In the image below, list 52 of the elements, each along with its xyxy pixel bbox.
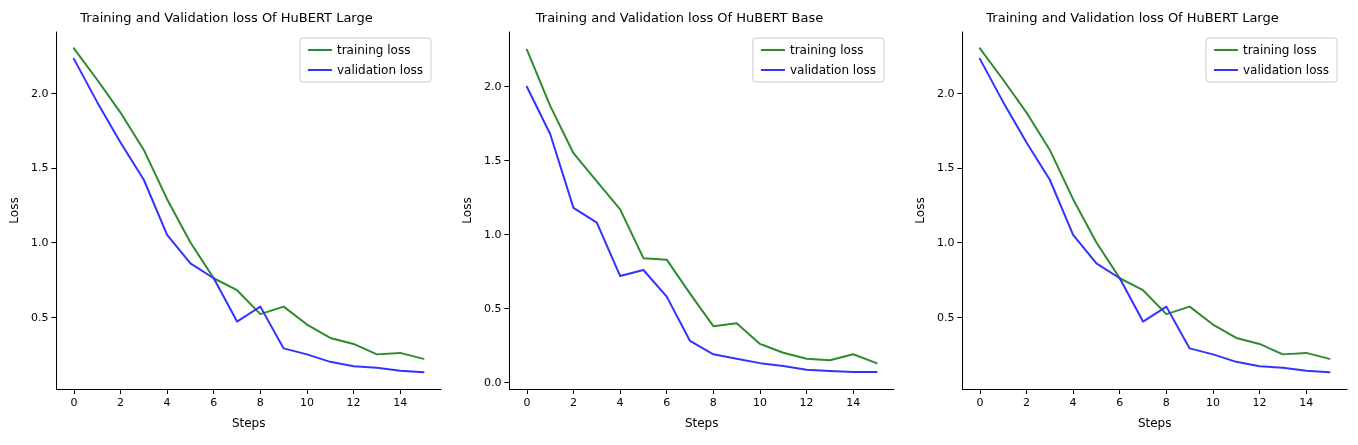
x-tick-label: 4 [1069,396,1077,409]
y-tick-label: 0.5 [936,310,955,324]
x-axis-title: Steps [1137,416,1172,430]
x-tick-label: 10 [1205,396,1220,409]
x-tick-label: 14 [846,396,861,409]
x-tick-label: 12 [346,396,361,409]
y-tick-label: 2.0 [936,86,955,100]
chart-title: Training and Validation loss Of HuBERT Large [79,10,373,25]
x-tick-label: 12 [1252,396,1267,409]
x-tick-label: 6 [1116,396,1124,409]
legend-label: validation loss [1242,63,1329,77]
chart-title: Training and Validation loss Of HuBERT Large [985,10,1279,25]
y-tick-label: 1.0 [936,235,955,249]
y-axis-title: Loss [913,197,927,224]
x-tick-label: 8 [1162,396,1170,409]
y-tick-label: 0.5 [30,310,49,324]
x-tick-label: 14 [393,396,408,409]
y-tick-label: 2.0 [30,86,49,100]
legend-label: training loss [789,43,864,57]
x-tick-label: 0 [976,396,984,409]
y-tick-label: 1.0 [30,235,49,249]
x-axis-title: Steps [684,416,719,430]
y-tick-label: 1.5 [936,161,955,175]
y-tick-label: 1.0 [483,228,502,242]
y-tick-label: 0.5 [483,301,502,315]
x-tick-label: 2 [569,396,577,409]
legend-label: validation loss [789,63,876,77]
chart-title: Training and Validation loss Of HuBERT Base [534,10,824,25]
x-tick-label: 4 [616,396,624,409]
y-tick-label: 1.5 [483,154,502,168]
x-tick-label: 2 [116,396,124,409]
x-tick-label: 14 [1299,396,1314,409]
x-tick-label: 10 [752,396,767,409]
y-tick-label: 1.5 [30,161,49,175]
legend-label: validation loss [336,63,423,77]
x-tick-label: 8 [709,396,717,409]
x-tick-label: 6 [663,396,671,409]
y-axis-title: Loss [460,197,474,224]
legend-label: training loss [336,43,411,57]
x-tick-label: 6 [210,396,218,409]
x-tick-label: 2 [1022,396,1030,409]
x-tick-label: 8 [256,396,264,409]
x-tick-label: 0 [70,396,78,409]
x-tick-label: 10 [299,396,314,409]
y-tick-label: 0.0 [483,375,502,389]
legend-label: training loss [1242,43,1317,57]
x-tick-label: 12 [799,396,814,409]
x-axis-title: Steps [231,416,266,430]
x-tick-label: 0 [523,396,531,409]
x-tick-label: 4 [163,396,171,409]
y-tick-label: 2.0 [483,80,502,94]
y-axis-title: Loss [7,197,21,224]
